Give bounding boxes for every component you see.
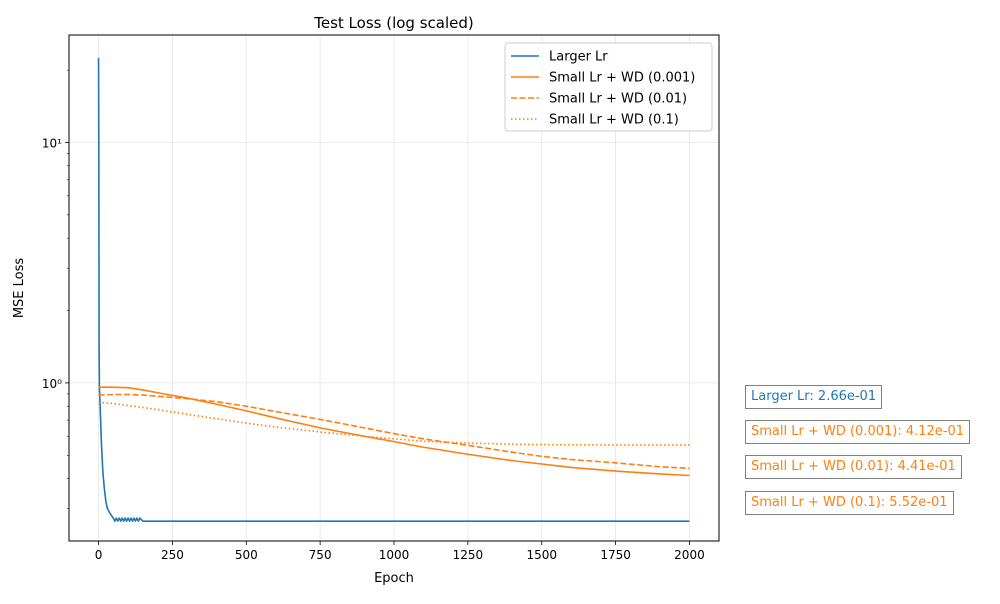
series-line-2 xyxy=(98,386,690,477)
y-tick-label: 10¹ xyxy=(42,137,62,151)
legend-box xyxy=(504,42,713,132)
final-value-annotation: Larger Lr: 2.66e-01 xyxy=(745,385,883,409)
x-axis-label: Epoch xyxy=(374,571,414,586)
x-tick-label: 1250 xyxy=(453,548,484,562)
y-tick-label: 10⁰ xyxy=(42,377,62,391)
series-line-3 xyxy=(98,393,690,470)
chart-title: Test Loss (log scaled) xyxy=(313,14,474,32)
y-axis-label: MSE Loss xyxy=(12,258,27,319)
x-axis-ticks: 0 250 500 750 1000 1250 1500 1750 2000 xyxy=(95,541,705,562)
y-axis-ticks: 10⁰ 10¹ xyxy=(42,69,69,509)
x-tick-label: 500 xyxy=(235,548,258,562)
x-tick-label: 2000 xyxy=(674,548,705,562)
x-tick-label: 1500 xyxy=(526,548,557,562)
final-value-annotation: Small Lr + WD (0.001): 4.12e-01 xyxy=(745,420,971,444)
x-tick-label: 0 xyxy=(95,548,103,562)
legend-entry-label: Small Lr + WD (0.001) xyxy=(549,71,695,86)
legend: Larger Lr Small Lr + WD (0.001) Small Lr +… xyxy=(504,42,713,132)
series-lines xyxy=(97,57,690,522)
legend-entry-label: Small Lr + WD (0.01) xyxy=(549,92,687,107)
x-tick-label: 1000 xyxy=(379,548,410,562)
legend-entry-label: Small Lr + WD (0.1) xyxy=(549,113,679,128)
x-tick-label: 250 xyxy=(161,548,184,562)
legend-entry-label: Larger Lr xyxy=(549,50,608,65)
x-tick-label: 1750 xyxy=(600,548,631,562)
final-value-annotation: Small Lr + WD (0.01): 4.41e-01 xyxy=(745,455,962,479)
x-tick-label: 750 xyxy=(309,548,332,562)
final-value-annotation: Small Lr + WD (0.1): 5.52e-01 xyxy=(745,491,954,515)
series-line-1 xyxy=(97,57,690,522)
